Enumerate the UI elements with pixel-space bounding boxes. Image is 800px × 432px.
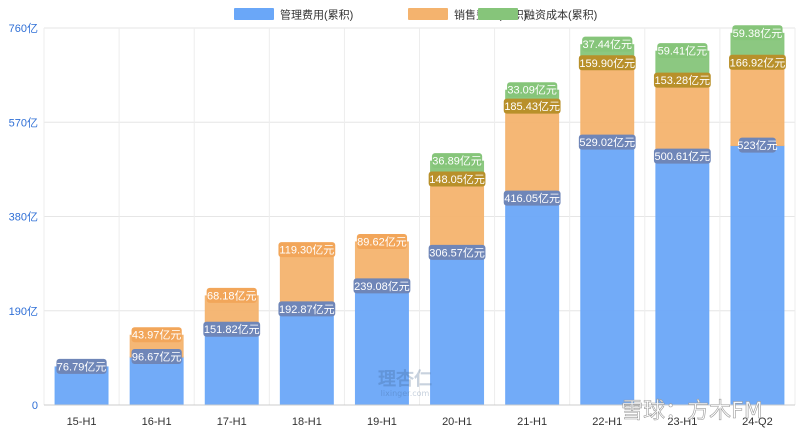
data-label-box [131, 349, 182, 365]
data-label: 239.08亿元 [354, 280, 410, 293]
bar-segment[interactable] [129, 356, 184, 406]
bar-segment[interactable] [430, 178, 485, 254]
bar-segment[interactable] [279, 249, 334, 310]
data-label: 529.02亿元 [579, 136, 635, 149]
x-tick-label: 23-H1 [667, 416, 697, 428]
data-label-box [503, 190, 561, 206]
y-tick-label: 760亿 [9, 22, 38, 35]
legend-label[interactable]: 融资成本(累积) [524, 8, 597, 22]
y-tick-label: 0 [32, 400, 38, 412]
x-tick-label: 21-H1 [517, 416, 547, 428]
watermark-logo: 理杏仁 [378, 368, 432, 390]
x-tick-label: 22-H1 [592, 416, 622, 428]
data-label-box [732, 25, 783, 41]
data-label: 192.87亿元 [279, 303, 335, 316]
data-label-box [431, 153, 483, 169]
x-tick-label: 18-H1 [292, 416, 322, 428]
data-label-box [503, 98, 561, 114]
data-label: 523亿元 [737, 139, 777, 152]
data-label: 59.41亿元 [658, 45, 708, 58]
data-label-box [582, 36, 633, 52]
y-tick-label: 190亿 [9, 305, 38, 318]
data-label-box [578, 134, 636, 150]
bar-segment[interactable] [505, 106, 560, 200]
axis-layer: 0 190亿 380亿 570亿 760亿 15-H1 16-H1 17-H1 18-H1 19-… [9, 22, 795, 428]
watermark-layer: 理杏仁 lixinger.com 雪球：方木FM [378, 368, 763, 424]
data-label: 159.90亿元 [579, 57, 635, 70]
data-label-box [203, 321, 261, 337]
x-tick-label: 15-H1 [67, 416, 97, 428]
data-label: 306.57亿元 [429, 246, 485, 259]
data-label: 36.89亿元 [432, 155, 482, 168]
data-label-box [657, 43, 708, 59]
data-label: 59.38亿元 [733, 27, 783, 40]
x-tick-label: 24-Q2 [742, 416, 773, 428]
data-label-box [356, 233, 408, 249]
data-label: 33.09亿元 [507, 84, 557, 97]
data-label: 185.43亿元 [504, 100, 560, 113]
bar-segment[interactable] [580, 142, 635, 406]
bar-segment[interactable] [730, 145, 785, 406]
data-label: 119.30亿元 [279, 244, 334, 257]
data-label: 96.67亿元 [132, 351, 182, 364]
data-labels-layer: 76.79亿元 96.67亿元 43.97亿元 151.82亿元 68.18亿元 192.… [56, 25, 786, 374]
data-label-box [206, 287, 257, 303]
legend-swatch[interactable] [478, 8, 518, 20]
grid-layer [43, 27, 796, 406]
bar-segment[interactable] [505, 198, 560, 406]
data-label: 500.61亿元 [655, 150, 711, 163]
legend-swatch[interactable] [408, 8, 448, 20]
data-label-box [278, 301, 336, 317]
x-tick-label: 19-H1 [367, 416, 397, 428]
data-label: 151.82亿元 [204, 323, 260, 336]
bar-segment[interactable] [730, 62, 785, 147]
data-label: 153.28亿元 [655, 74, 711, 87]
x-tick-label: 17-H1 [217, 416, 247, 428]
legend-swatch[interactable] [234, 8, 274, 20]
data-label-box [653, 148, 711, 164]
data-label-box [738, 137, 776, 153]
data-label: 416.05亿元 [504, 192, 560, 205]
bar-segment[interactable] [279, 308, 334, 406]
data-label-box [578, 55, 636, 71]
bar-segment[interactable] [430, 252, 485, 406]
data-label: 68.18亿元 [207, 289, 257, 302]
legend[interactable]: 管理费用(累积)销售费用(累积)融资成本(累积) [234, 8, 597, 22]
watermark-corner: 雪球：方木FM [621, 399, 763, 424]
data-label-box [56, 358, 107, 374]
data-label-box [278, 242, 336, 258]
bar-segment[interactable] [655, 80, 710, 158]
data-label-box [729, 54, 786, 70]
data-label-box [653, 72, 711, 88]
data-label: 166.92亿元 [730, 56, 786, 69]
data-label: 89.62亿元 [357, 235, 407, 248]
data-label-box [428, 171, 486, 187]
data-label: 37.44亿元 [582, 38, 632, 51]
data-label-box [507, 82, 558, 98]
y-tick-label: 570亿 [9, 116, 38, 129]
data-label-box [353, 278, 411, 294]
data-label: 43.97亿元 [132, 329, 182, 342]
x-tick-label: 16-H1 [142, 416, 172, 428]
data-label: 76.79亿元 [57, 360, 107, 373]
data-label: 148.05亿元 [429, 173, 485, 186]
bar-segment[interactable] [580, 62, 635, 144]
y-tick-label: 380亿 [9, 211, 38, 224]
legend-label[interactable]: 管理费用(累积) [280, 8, 353, 22]
data-label-box [131, 327, 182, 343]
bar-segment[interactable] [354, 285, 409, 406]
x-tick-label: 20-H1 [442, 416, 472, 428]
watermark-url: lixinger.com [381, 389, 430, 398]
bar-segment[interactable] [655, 156, 710, 406]
data-label-box [428, 244, 486, 260]
bar-segment[interactable] [204, 329, 259, 406]
